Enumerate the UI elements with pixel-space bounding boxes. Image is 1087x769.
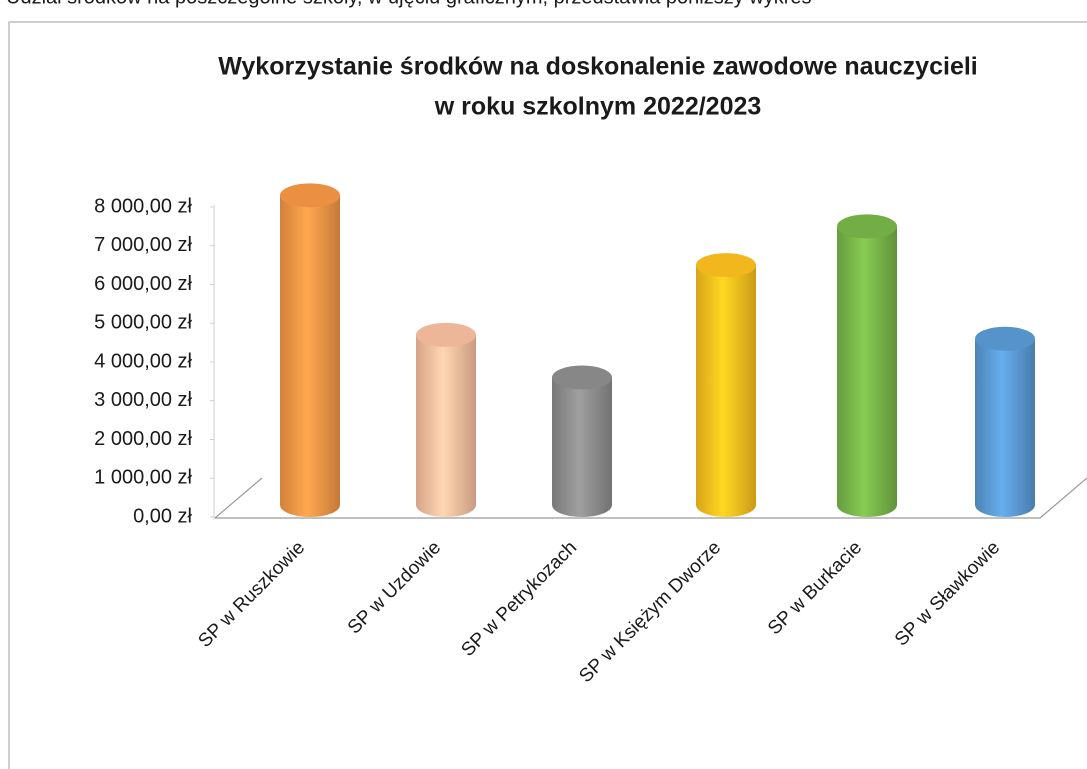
y-tick-label: 7 000,00 zł bbox=[94, 234, 192, 256]
header-text: Udział środków na poszczególne szkoły, w… bbox=[6, 0, 812, 8]
y-tick-label: 1 000,00 zł bbox=[94, 467, 192, 489]
bar bbox=[552, 377, 612, 505]
x-tick-label: SP w Petrykozach bbox=[457, 537, 581, 661]
x-tick-label: SP w Uzdowie bbox=[344, 537, 445, 638]
bar bbox=[975, 338, 1035, 505]
bar bbox=[696, 265, 756, 505]
x-tick-label: SP w Księżym Dworze bbox=[575, 537, 725, 687]
bar-top bbox=[837, 214, 897, 239]
bar-top bbox=[416, 322, 476, 347]
chart-frame bbox=[8, 21, 1087, 769]
y-tick-label: 8 000,00 zł bbox=[94, 195, 192, 217]
y-tick-label: 5 000,00 zł bbox=[94, 312, 192, 334]
bar-top bbox=[975, 326, 1035, 351]
x-tick-label: SP w Ruszkowie bbox=[194, 537, 309, 652]
chart-title: Wykorzystanie środków na doskonalenie za… bbox=[218, 53, 978, 81]
bar bbox=[280, 195, 340, 505]
bar bbox=[416, 334, 476, 505]
bar-top bbox=[280, 183, 340, 208]
y-tick-label: 4 000,00 zł bbox=[94, 350, 192, 372]
x-tick-label: SP w Burkacie bbox=[764, 537, 866, 639]
chart-title: w roku szkolnym 2022/2023 bbox=[434, 93, 762, 121]
y-tick-label: 2 000,00 zł bbox=[94, 428, 192, 450]
y-tick-label: 6 000,00 zł bbox=[94, 273, 192, 295]
floor bbox=[214, 477, 1087, 519]
y-tick-label: 3 000,00 zł bbox=[94, 389, 192, 411]
x-tick-label: SP w Sławkowie bbox=[891, 537, 1004, 650]
bar bbox=[837, 226, 897, 505]
bar-top bbox=[696, 253, 756, 278]
y-tick-label: 0,00 zł bbox=[133, 505, 192, 527]
bar-top bbox=[552, 365, 612, 390]
